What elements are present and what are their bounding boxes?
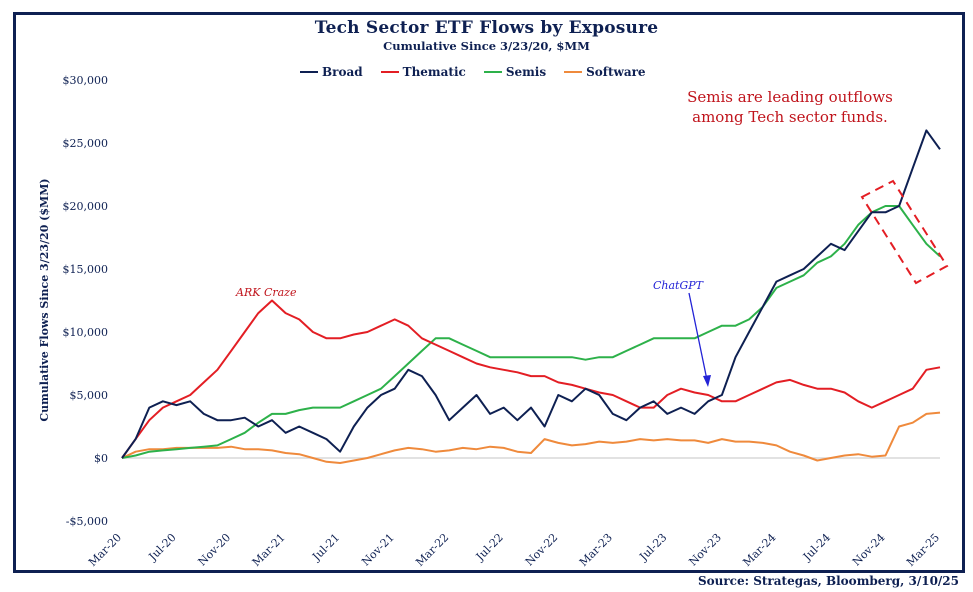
- x-tick-label: Nov-22: [523, 531, 561, 569]
- legend-swatch: [300, 71, 318, 73]
- arrow-head-icon: [703, 375, 711, 387]
- annotation-semis-outflows: Semis are leading outflows among Tech se…: [687, 88, 893, 126]
- x-tick-label: Mar-24: [740, 531, 778, 569]
- y-tick-label: $0: [94, 452, 108, 465]
- legend-swatch: [380, 71, 399, 73]
- x-tick-label: Nov-24: [850, 531, 888, 569]
- highlight-box: [860, 179, 949, 285]
- chart-subtitle: Cumulative Since 3/23/20, $MM: [383, 39, 590, 53]
- x-tick-label: Mar-25: [904, 531, 942, 569]
- series-line-broad: [121, 129, 941, 459]
- x-tick-label: Mar-21: [250, 531, 288, 569]
- annotation-arrow: [688, 292, 708, 381]
- legend: Broad Thematic Semis Software: [300, 65, 646, 79]
- legend-label: Thematic: [402, 65, 466, 79]
- chart-frame: [13, 12, 965, 573]
- y-tick-label: $25,000: [63, 137, 109, 150]
- series-line-thematic: [121, 299, 941, 459]
- x-tick-label: Mar-22: [413, 531, 451, 569]
- x-tick-label: Nov-21: [359, 531, 397, 569]
- x-tick-label: Jul-22: [473, 531, 506, 564]
- x-tick-label: Nov-20: [196, 531, 234, 569]
- legend-item-semis: Semis: [483, 65, 547, 79]
- legend-item-thematic: Thematic: [380, 65, 466, 79]
- y-tick-label: -$5,000: [66, 515, 108, 528]
- x-tick-label: Jul-23: [636, 531, 669, 564]
- x-tick-label: Mar-20: [86, 531, 124, 569]
- chart-title: Tech Sector ETF Flows by Exposure: [314, 18, 659, 38]
- legend-swatch: [564, 71, 583, 73]
- legend-item-broad: Broad: [300, 65, 363, 79]
- series-line-semis: [121, 205, 941, 459]
- y-tick-label: $30,000: [63, 74, 109, 87]
- y-tick-label: $20,000: [63, 200, 109, 213]
- y-tick-label: $10,000: [63, 326, 109, 339]
- y-axis-label: Cumulative Flows Since 3/23/20 ($MM): [38, 178, 51, 421]
- legend-label: Software: [586, 65, 646, 79]
- x-tick-label: Jul-24: [800, 531, 833, 564]
- x-tick-label: Mar-23: [577, 531, 615, 569]
- x-tick-label: Nov-23: [686, 531, 724, 569]
- legend-label: Semis: [505, 65, 547, 79]
- legend-swatch: [483, 71, 502, 73]
- y-tick-label: $15,000: [63, 263, 109, 276]
- annotation-chatgpt: ChatGPT: [653, 279, 705, 292]
- x-tick-label: Jul-20: [146, 531, 179, 564]
- x-tick-label: Jul-21: [309, 531, 342, 564]
- legend-label: Broad: [322, 65, 363, 79]
- y-tick-label: $5,000: [70, 389, 109, 402]
- source-note: Source: Strategas, Bloomberg, 3/10/25: [697, 574, 959, 588]
- legend-item-software: Software: [564, 65, 646, 79]
- series-line-software: [121, 411, 941, 464]
- annotation-ark-craze: ARK Craze: [235, 286, 297, 299]
